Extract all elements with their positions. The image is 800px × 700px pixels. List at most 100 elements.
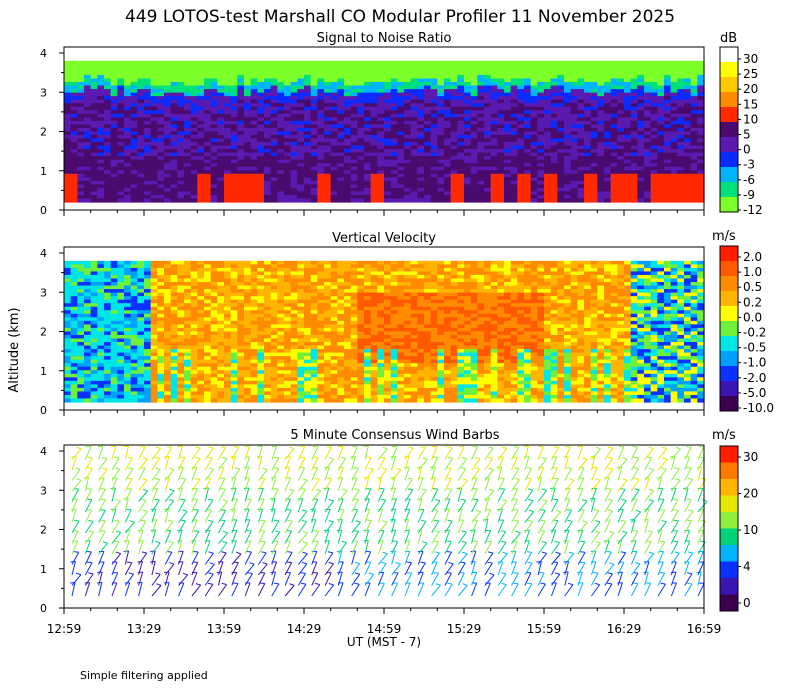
colorbar-swatch [720,122,738,138]
heatmap-cell [277,188,284,192]
heatmap-cell [404,128,411,132]
heatmap-cell [457,188,464,192]
heatmap-cell [371,188,378,192]
heatmap-cell [464,117,471,121]
heatmap-cell [511,78,518,82]
heatmap-cell [291,198,298,202]
heatmap-cell [197,124,204,128]
heatmap-cell [184,71,191,75]
heatmap-cell [331,82,338,86]
heatmap-cell [231,293,238,297]
heatmap-cell [151,128,158,132]
heatmap-cell [184,307,191,311]
heatmap-cell [364,128,371,132]
heatmap-cell [311,135,318,139]
heatmap-cell [317,160,324,164]
heatmap-cell [451,163,458,167]
heatmap-cell [377,103,384,107]
heatmap-cell [644,128,651,132]
heatmap-cell [184,82,191,86]
heatmap-cell [471,167,478,171]
heatmap-cell [177,131,184,135]
heatmap-cell [691,174,698,178]
heatmap-cell [111,100,118,104]
heatmap-cell [644,191,651,195]
heatmap-cell [131,177,138,181]
heatmap-cell [91,124,98,128]
heatmap-cell [264,156,271,160]
heatmap-cell [204,374,211,378]
heatmap-cell [184,264,191,268]
heatmap-cell [624,124,631,128]
heatmap-cell [477,128,484,132]
heatmap-cell [137,349,144,353]
heatmap-cell [257,174,264,178]
heatmap-cell [104,107,111,111]
heatmap-cell [171,131,178,135]
heatmap-cell [291,156,298,160]
heatmap-cell [164,103,171,107]
heatmap-cell [157,156,164,160]
colorbar-swatch [720,197,738,213]
heatmap-cell [491,184,498,188]
heatmap-cell [597,177,604,181]
heatmap-cell [231,167,238,171]
heatmap-cell [411,195,418,199]
heatmap-cell [517,96,524,100]
heatmap-cell [357,146,364,150]
heatmap-cell [491,163,498,167]
heatmap-cell [217,388,224,392]
heatmap-cell [191,321,198,325]
heatmap-cell [244,121,251,125]
heatmap-cell [371,86,378,90]
heatmap-cell [617,61,624,65]
heatmap-cell [524,68,531,72]
heatmap-cell [151,142,158,146]
heatmap-cell [517,86,524,90]
heatmap-cell [137,398,144,402]
heatmap-cell [631,135,638,139]
heatmap-cell [71,61,78,65]
heatmap-cell [544,68,551,72]
heatmap-cell [84,191,91,195]
heatmap-cell [224,117,231,121]
heatmap-cell [544,156,551,160]
heatmap-cell [544,82,551,86]
heatmap-cell [217,174,224,178]
heatmap-cell [451,138,458,142]
heatmap-cell [517,181,524,185]
heatmap-cell [431,68,438,72]
heatmap-cell [331,107,338,111]
heatmap-cell [204,114,211,118]
heatmap-cell [124,89,131,93]
heatmap-cell [491,82,498,86]
heatmap-cell [337,75,344,79]
heatmap-cell [397,149,404,153]
heatmap-cell [364,61,371,65]
heatmap-cell [691,156,698,160]
heatmap-cell [651,61,658,65]
heatmap-cell [211,398,218,402]
heatmap-cell [171,149,178,153]
heatmap-cell [224,282,231,286]
heatmap-cell [397,61,404,65]
heatmap-cell [171,381,178,385]
heatmap-cell [144,388,151,392]
heatmap-cell [317,64,324,68]
heatmap-cell [284,128,291,132]
heatmap-cell [677,177,684,181]
heatmap-cell [577,110,584,114]
heatmap-cell [424,188,431,192]
heatmap-cell [584,195,591,199]
heatmap-cell [131,160,138,164]
heatmap-cell [77,261,84,265]
heatmap-cell [164,198,171,202]
heatmap-cell [71,331,78,335]
heatmap-cell [451,78,458,82]
heatmap-cell [591,117,598,121]
heatmap-cell [164,174,171,178]
heatmap-cell [124,156,131,160]
heatmap-cell [331,93,338,97]
heatmap-cell [531,121,538,125]
heatmap-cell [351,96,358,100]
